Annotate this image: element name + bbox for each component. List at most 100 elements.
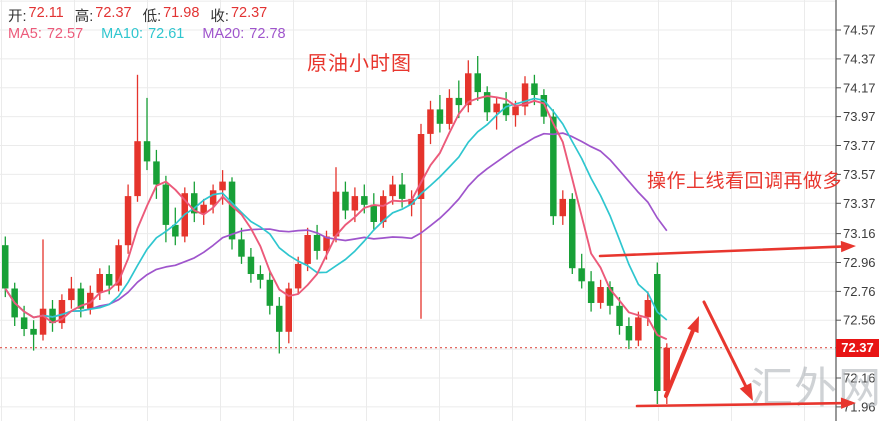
open-readout: 开: 72.11 bbox=[8, 5, 64, 26]
support-arrow bbox=[635, 397, 856, 409]
candle-body bbox=[455, 97, 463, 106]
candle-body bbox=[446, 97, 453, 124]
candle-body bbox=[285, 288, 292, 332]
close-readout: 收: 72.37 bbox=[210, 5, 267, 26]
ma10-readout: MA10: 72.61 bbox=[101, 26, 184, 42]
candle-body bbox=[39, 308, 47, 335]
axis-tick-label: 74.17 bbox=[843, 80, 876, 95]
ma-readout: MA5: 72.57 MA10: 72.61 MA20: 72.78 bbox=[8, 26, 286, 42]
candle-body bbox=[105, 274, 113, 286]
close-label: 收: bbox=[210, 9, 229, 25]
candle-body bbox=[616, 305, 623, 326]
low-label: 低: bbox=[142, 9, 162, 25]
ma5-line bbox=[4, 95, 668, 341]
bounce-up-arrow bbox=[663, 316, 699, 399]
current-price-tag: 72.37 bbox=[836, 339, 879, 357]
candle-body bbox=[266, 279, 274, 306]
axis-tick-label: 72.56 bbox=[843, 313, 876, 328]
candle-body bbox=[96, 274, 103, 293]
candle-body bbox=[465, 73, 472, 106]
candle-body bbox=[559, 198, 566, 217]
axis-tick-label: 74.37 bbox=[843, 51, 876, 66]
candle-body bbox=[191, 193, 198, 214]
trend-annotations bbox=[598, 240, 856, 409]
candle-body bbox=[483, 92, 491, 113]
pullback-down-arrow-shaft bbox=[702, 300, 751, 395]
candle-body bbox=[436, 109, 444, 124]
candle-body bbox=[247, 256, 255, 274]
chart-title: 原油小时图 bbox=[307, 53, 412, 75]
ma20-readout: MA20: 72.78 bbox=[202, 26, 285, 42]
ma20-line bbox=[4, 132, 668, 319]
moving-average-lines bbox=[4, 95, 668, 341]
candle-body bbox=[87, 292, 94, 309]
ohlc-readout: 开: 72.11 高: 72.37 低: 71.98 收: 72.37 bbox=[8, 5, 267, 26]
open-label: 开: bbox=[8, 9, 27, 25]
candle-body bbox=[493, 103, 500, 113]
candle-body bbox=[474, 73, 481, 93]
strategy-note: 操作上线看回调再做多 bbox=[647, 171, 843, 192]
candle-body bbox=[521, 83, 529, 107]
candle-body bbox=[663, 347, 670, 391]
ma20-value: 72.78 bbox=[249, 26, 286, 42]
watermark: 汇外网 bbox=[750, 365, 879, 413]
bounce-up-arrow-shaft bbox=[663, 322, 698, 399]
candle-body bbox=[68, 288, 75, 301]
candle-body bbox=[550, 116, 557, 217]
candle-body bbox=[380, 196, 387, 223]
candle-body bbox=[635, 317, 642, 341]
support-arrow-shaft bbox=[635, 401, 850, 408]
candle-body bbox=[644, 300, 652, 318]
candle-body bbox=[30, 328, 37, 335]
candle-body bbox=[2, 245, 9, 289]
axis-tick-label: 73.97 bbox=[843, 109, 876, 124]
axis-tick-label: 72.76 bbox=[843, 284, 876, 299]
ma5-readout: MA5: 72.57 bbox=[8, 26, 83, 42]
pullback-down-arrow-head bbox=[739, 382, 753, 401]
candle-body bbox=[332, 191, 340, 237]
candle-body bbox=[389, 184, 396, 197]
candle-body bbox=[124, 196, 132, 246]
axis-tick-label: 73.16 bbox=[843, 226, 876, 241]
open-value: 72.11 bbox=[28, 5, 64, 21]
candle-body bbox=[304, 235, 311, 264]
ma5-label: MA5: bbox=[8, 26, 42, 42]
ma10-label: MA10: bbox=[101, 26, 144, 42]
candle-body bbox=[209, 190, 217, 205]
axis-tick-label: 72.96 bbox=[843, 255, 876, 270]
candle-body bbox=[512, 106, 519, 116]
axis-tick-label: 73.57 bbox=[843, 167, 876, 182]
candle-body bbox=[200, 204, 207, 214]
candle-body bbox=[134, 141, 141, 197]
axis-tick-label: 73.77 bbox=[843, 138, 876, 153]
candle-body bbox=[654, 274, 661, 391]
candle-body bbox=[370, 204, 377, 222]
candle-body bbox=[540, 95, 548, 117]
candle-body bbox=[427, 109, 434, 134]
candle-body bbox=[417, 134, 425, 199]
resistance-arrow bbox=[598, 240, 856, 258]
candle-body bbox=[77, 288, 85, 309]
candle-body bbox=[49, 308, 56, 324]
candle-body bbox=[323, 236, 330, 251]
price-axis: 74.57 74.37 74.17 73.97 73.77 73.57 73.37 73.16… bbox=[835, 0, 876, 421]
high-label: 高: bbox=[74, 9, 94, 25]
support-arrow-head bbox=[840, 397, 856, 409]
candle-body bbox=[219, 181, 226, 191]
candle-body bbox=[569, 198, 576, 269]
candle-body bbox=[162, 184, 170, 225]
axis-tick-label: 74.57 bbox=[843, 23, 876, 38]
candle-body bbox=[276, 305, 283, 332]
candle-body bbox=[20, 317, 28, 329]
low-value: 71.98 bbox=[163, 5, 200, 21]
axis-tick-label: 73.37 bbox=[843, 196, 876, 211]
current-price-value: 72.37 bbox=[841, 340, 874, 355]
low-readout: 低: 71.98 bbox=[143, 5, 200, 26]
candle-body bbox=[313, 235, 321, 251]
candle-body bbox=[257, 274, 264, 280]
ma20-label: MA20: bbox=[202, 26, 245, 42]
candle-body bbox=[597, 287, 604, 303]
candle-body bbox=[502, 103, 510, 116]
close-value: 72.37 bbox=[230, 5, 268, 21]
